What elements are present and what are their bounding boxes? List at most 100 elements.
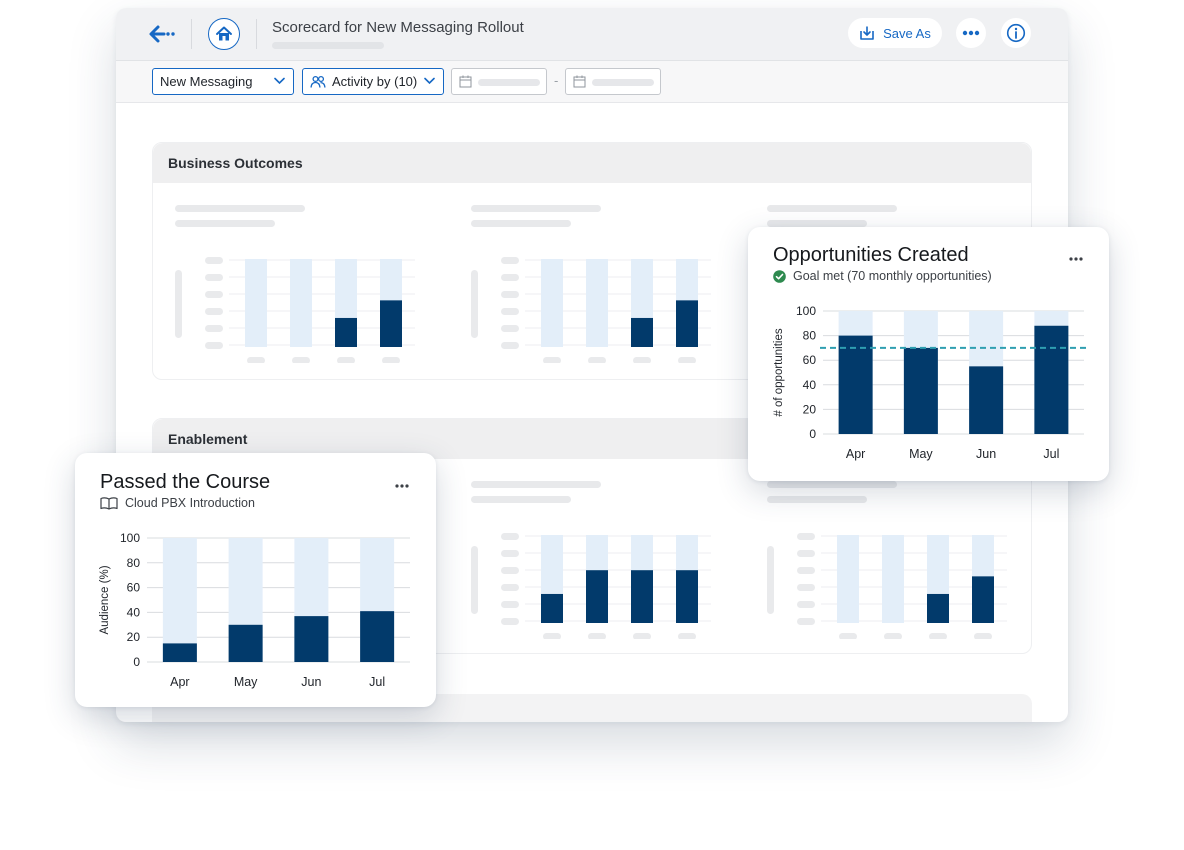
tick-placeholder	[501, 567, 519, 574]
bar-value	[380, 300, 402, 347]
bar-value	[335, 317, 357, 347]
x-tick-placeholder	[292, 357, 310, 363]
bar-background	[837, 535, 859, 623]
card-menu-button[interactable]	[391, 477, 413, 495]
placeholder-chart	[767, 533, 1007, 639]
calendar-icon	[573, 75, 586, 88]
placeholder-chart	[471, 257, 711, 363]
axis-placeholder	[471, 270, 478, 338]
bar-background	[541, 259, 563, 347]
users-icon	[310, 75, 326, 88]
y-axis-label: # of opportunities	[773, 328, 785, 416]
more-options-button[interactable]	[956, 18, 986, 48]
x-tick-placeholder	[884, 633, 902, 639]
x-tick-placeholder	[247, 357, 265, 363]
x-tick-placeholder	[974, 633, 992, 639]
header-divider	[256, 19, 257, 49]
tick-placeholder	[205, 325, 223, 332]
save-as-button[interactable]: Save As	[848, 18, 942, 48]
y-tick-label: 80	[803, 329, 817, 343]
tick-placeholder	[501, 601, 519, 608]
bar-background	[586, 259, 608, 347]
card-menu-button[interactable]	[1065, 250, 1087, 268]
x-tick-placeholder	[929, 633, 947, 639]
placeholder-chart	[471, 533, 711, 639]
y-tick-label: 20	[127, 630, 141, 644]
widget-subtitle-placeholder	[471, 220, 571, 227]
placeholder-chart	[175, 257, 415, 363]
info-button[interactable]	[1001, 18, 1031, 48]
widget-title-placeholder	[471, 205, 601, 212]
bar-jul	[1034, 325, 1069, 434]
y-tick-label: 60	[127, 581, 141, 595]
card-title: Opportunities Created	[773, 244, 969, 266]
date-placeholder	[592, 79, 654, 86]
tick-placeholder	[205, 291, 223, 298]
book-icon	[100, 496, 118, 510]
course-name: Cloud PBX Introduction	[100, 496, 255, 510]
tick-placeholder	[797, 567, 815, 574]
x-tick-placeholder	[588, 633, 606, 639]
bar-jul	[360, 611, 395, 662]
axis-placeholder	[471, 546, 478, 614]
x-tick-label: Jun	[976, 447, 996, 461]
course-name-text: Cloud PBX Introduction	[125, 496, 255, 510]
y-tick-label: 40	[803, 378, 817, 392]
goal-status-text: Goal met (70 monthly opportunities)	[793, 269, 992, 283]
x-tick-label: Apr	[170, 675, 189, 689]
chevron-down-icon	[424, 77, 435, 85]
widget-subtitle-placeholder	[767, 220, 867, 227]
bar-apr	[838, 335, 873, 434]
tick-placeholder	[501, 550, 519, 557]
header-divider	[191, 19, 192, 49]
tick-placeholder	[501, 291, 519, 298]
x-tick-placeholder	[678, 357, 696, 363]
widget-subtitle-placeholder	[767, 496, 867, 503]
bar-background	[162, 538, 197, 662]
more-horizontal-icon	[1069, 257, 1083, 261]
back-button[interactable]	[146, 20, 176, 48]
calendar-icon	[459, 75, 472, 88]
home-button[interactable]	[208, 18, 240, 50]
x-tick-label: May	[234, 675, 258, 689]
card-title: Passed the Course	[100, 471, 271, 493]
widget-title-placeholder	[767, 205, 897, 212]
bar-jun	[294, 616, 329, 662]
x-tick-placeholder	[543, 357, 561, 363]
tick-placeholder	[205, 274, 223, 281]
bar-apr	[162, 643, 197, 662]
x-tick-placeholder	[543, 633, 561, 639]
more-horizontal-icon	[395, 484, 409, 488]
tick-placeholder	[501, 257, 519, 264]
course-bar-chart: 0 20 40 60 80 100 Apr May Jun Jul Audience (%)	[99, 531, 410, 689]
opportunities-created-card: Opportunities Created Goal met (70 month…	[748, 227, 1109, 481]
x-tick-label: Jun	[301, 675, 321, 689]
save-as-label: Save As	[883, 25, 931, 41]
bar-background	[290, 259, 312, 347]
y-axis-label: Audience (%)	[99, 565, 111, 634]
activity-select-value: Activity by (10)	[332, 74, 418, 89]
campaign-select-value: New Messaging	[160, 74, 253, 89]
tick-placeholder	[797, 550, 815, 557]
y-tick-label: 20	[803, 402, 817, 416]
download-icon	[860, 26, 874, 40]
end-date-field[interactable]	[565, 68, 661, 95]
activity-select[interactable]: Activity by (10)	[302, 68, 444, 95]
more-horizontal-icon	[962, 30, 980, 36]
x-tick-label: Jul	[1043, 447, 1059, 461]
start-date-field[interactable]	[451, 68, 547, 95]
filter-toolbar: New Messaging Activity by (10)	[116, 60, 1068, 103]
date-placeholder	[478, 79, 540, 86]
y-tick-label: 100	[796, 304, 816, 318]
app-header: Scorecard for New Messaging Rollout Save…	[116, 8, 1068, 60]
x-tick-placeholder	[588, 357, 606, 363]
widget-subtitle-placeholder	[471, 496, 571, 503]
campaign-select[interactable]: New Messaging	[152, 68, 294, 95]
axis-placeholder	[175, 270, 182, 338]
bar-value	[631, 570, 653, 623]
x-tick-placeholder	[633, 633, 651, 639]
chevron-down-icon	[274, 77, 285, 85]
bar-value	[676, 570, 698, 623]
widget-title-placeholder	[175, 205, 305, 212]
y-tick-label: 0	[809, 427, 816, 441]
